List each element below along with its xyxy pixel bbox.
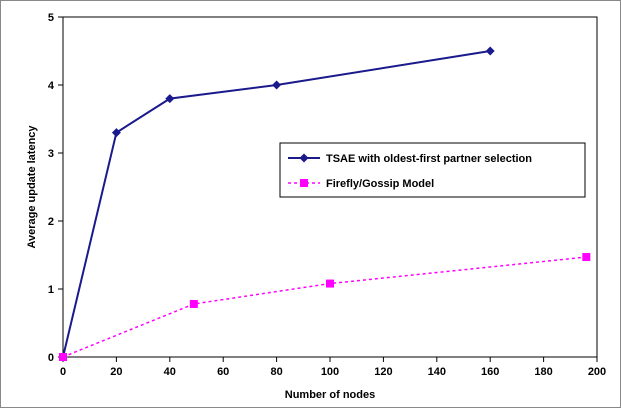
data-point-square <box>582 253 591 262</box>
axes: 0 20 40 60 80 100 120 140 160 180 200 0 1 2 3 4 5 <box>48 12 606 378</box>
series-line-1 <box>62 256 587 358</box>
legend-marker-square <box>300 179 308 187</box>
y-tick-label: 4 <box>48 80 55 92</box>
x-tick-label: 0 <box>60 366 66 378</box>
x-tick-label: 140 <box>428 366 446 378</box>
y-tick-label: 2 <box>48 216 54 228</box>
x-tick-label: 160 <box>481 366 499 378</box>
x-tick-label: 40 <box>164 366 176 378</box>
y-axis-label: Average update latency <box>26 125 38 249</box>
legend-label-0: TSAE with oldest-first partner selection <box>326 153 532 165</box>
legend-items: TSAE with oldest-first partner selection… <box>288 153 532 190</box>
series-layer <box>58 46 591 362</box>
data-point-square <box>189 299 198 308</box>
legend-box <box>279 142 586 198</box>
data-point-diamond <box>165 94 175 104</box>
y-tick-label: 3 <box>48 148 54 160</box>
legend-marker-diamond <box>299 153 309 163</box>
data-point-diamond <box>272 80 282 90</box>
y-tick-label: 5 <box>48 12 54 24</box>
legend: TSAE with oldest-first partner selection… <box>279 142 586 198</box>
x-tick-label: 200 <box>588 366 606 378</box>
y-tick-label: 0 <box>48 352 54 364</box>
x-axis-label: Number of nodes <box>285 389 375 401</box>
x-tick-label: 120 <box>374 366 392 378</box>
data-point-diamond <box>485 46 495 56</box>
x-tick-label: 60 <box>217 366 229 378</box>
x-tick-label: 20 <box>110 366 122 378</box>
data-point-diamond <box>111 128 121 138</box>
legend-label-1: Firefly/Gossip Model <box>326 178 434 190</box>
data-point-square <box>59 353 67 361</box>
data-point-square <box>326 279 334 288</box>
x-tick-label: 180 <box>534 366 552 378</box>
y-tick-label: 1 <box>48 284 54 296</box>
x-tick-label: 80 <box>270 366 282 378</box>
x-tick-label: 100 <box>321 366 339 378</box>
